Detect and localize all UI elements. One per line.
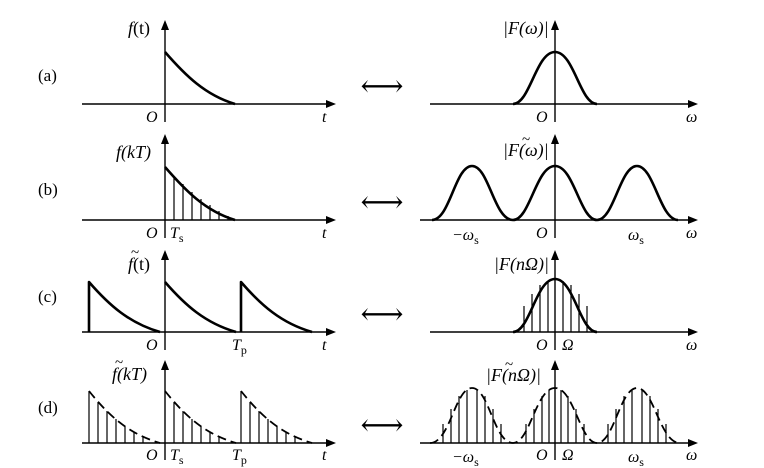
time-axis-label-a: t <box>322 109 327 126</box>
frequency-axis-label-a: ω <box>686 109 697 126</box>
spectrum-origin-label-c: O <box>536 337 548 354</box>
time-axis-label-c: t <box>322 337 327 354</box>
neg-sampling-freq-label-b: −ωs <box>452 227 479 247</box>
tilde-mark-time-d: ~ <box>115 355 123 371</box>
spectrum-label-b: |F(ω)| <box>503 140 549 161</box>
origin-label-c: O <box>146 337 158 354</box>
fundamental-freq-label-c: Ω <box>562 337 574 354</box>
frequency-axis-arrowhead-b <box>688 216 698 224</box>
period-label-d: Tp <box>232 447 247 467</box>
row-label-d: (d) <box>38 398 58 417</box>
row-label-c: (c) <box>38 287 57 306</box>
periodic-exponential-period-3 <box>239 280 313 334</box>
tilde-mark-time-c: ~ <box>131 245 139 261</box>
amplitude-axis-arrowhead-b <box>161 134 169 144</box>
transform-pair-arrow-d: ⟷ <box>360 409 403 442</box>
tilde-mark-spectrum-b: ~ <box>522 132 530 148</box>
time-axis-label-b: t <box>322 225 327 242</box>
row-label-b: (b) <box>38 180 58 199</box>
time-signal-label-d: f(kT) <box>112 364 147 385</box>
spectral-lines-d <box>442 390 667 443</box>
transform-pair-arrow-c: ⟷ <box>360 298 403 331</box>
spectrum-axis-arrowhead-a <box>551 20 559 30</box>
time-signal-label-c: f(t) <box>128 254 150 275</box>
transform-pair-arrow-a: ⟷ <box>360 70 403 103</box>
frequency-axis-arrowhead-d <box>688 439 698 447</box>
spectrum-origin-label-b: O <box>536 225 548 242</box>
origin-label-d: O <box>146 447 158 464</box>
frequency-axis-label-d: ω <box>686 447 697 464</box>
row-a: (a) f(t) O t ⟷ |F(ω)| O ω <box>38 18 698 126</box>
sampling-period-label-b: Ts <box>170 225 184 245</box>
frequency-axis-label-c: ω <box>686 337 697 354</box>
decaying-exponential-curve-a <box>164 51 236 106</box>
row-label-a: (a) <box>38 66 57 85</box>
spectrum-label-c: |F(nΩ)| <box>494 254 549 275</box>
pos-sampling-freq-label-d: ωs <box>628 449 644 468</box>
fundamental-freq-label-d: Ω <box>562 447 574 464</box>
origin-label-b: O <box>146 225 158 242</box>
spectrum-origin-label-a: O <box>536 109 548 126</box>
neg-sampling-freq-label-d: −ωs <box>452 449 479 468</box>
spectrum-curve-a <box>512 50 598 106</box>
transform-pair-arrow-b: ⟷ <box>360 186 403 219</box>
line-spectrum-envelope-c <box>512 277 598 334</box>
amplitude-axis-arrowhead-c <box>161 250 169 260</box>
row-c: (c) f(t) ~ O Tp t ⟷ |F(nΩ)| O Ω ω <box>38 245 698 357</box>
periodic-exponential-period-2 <box>164 281 237 334</box>
pos-sampling-freq-label-b: ωs <box>628 227 644 247</box>
time-axis-arrowhead-d <box>326 439 336 447</box>
sampled-envelope-curve-b <box>164 166 236 222</box>
row-d: (d) f(kT) ~ O Ts Tp t <box>38 355 698 468</box>
spectrum-label-d: |F(nΩ)| <box>486 365 541 386</box>
tilde-mark-spectrum-d: ~ <box>505 357 513 373</box>
dashed-spectrum-envelope-d <box>429 387 681 444</box>
dashed-envelope-period-3 <box>240 390 313 444</box>
frequency-axis-arrowhead-a <box>688 100 698 108</box>
periodic-spectrum-curve-b <box>431 164 679 222</box>
spectrum-axis-arrowhead-d <box>551 360 559 370</box>
time-axis-arrowhead-c <box>326 328 336 336</box>
sample-stems-d <box>88 391 296 443</box>
dashed-envelope-period-2 <box>164 390 237 444</box>
spectrum-origin-label-d: O <box>536 447 548 464</box>
frequency-axis-label-b: ω <box>686 225 697 242</box>
periodic-exponential-period-1 <box>87 280 161 334</box>
time-axis-arrowhead-a <box>326 100 336 108</box>
amplitude-axis-arrowhead-a <box>161 20 169 30</box>
spectrum-label-a: |F(ω)| <box>503 18 549 39</box>
row-b: (b) f(kT) O Ts t ⟷ |F(ω)| ~ O −ωs ωs ω <box>38 132 698 247</box>
time-axis-arrowhead-b <box>326 216 336 224</box>
amplitude-axis-arrowhead-d <box>161 360 169 370</box>
spectrum-axis-arrowhead-b <box>551 134 559 144</box>
time-signal-label-a: f(t) <box>128 18 150 39</box>
spectrum-axis-arrowhead-c <box>551 250 559 260</box>
origin-label-a: O <box>146 109 158 126</box>
sampling-period-label-d: Ts <box>170 447 184 467</box>
period-label-c: Tp <box>232 337 247 357</box>
dashed-envelope-period-1 <box>88 390 161 444</box>
time-signal-label-b: f(kT) <box>116 142 151 163</box>
time-axis-label-d: t <box>322 447 327 464</box>
frequency-axis-arrowhead-c <box>688 328 698 336</box>
